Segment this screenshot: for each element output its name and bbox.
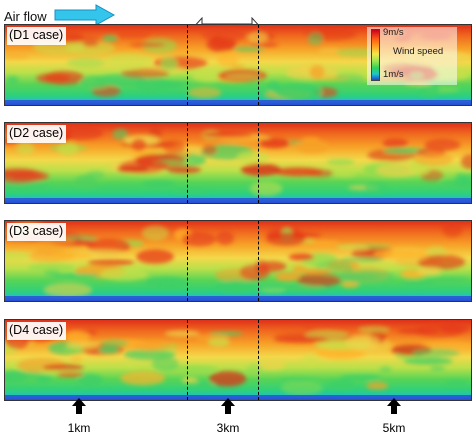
simulation-panel: (D3 case)	[4, 220, 472, 302]
nudging-boundary-line	[187, 25, 188, 105]
case-label: (D1 case)	[7, 27, 67, 45]
simulation-panel: (D1 case) 9m/s Wind speed 1m/s	[4, 24, 472, 106]
nudging-boundary-line	[258, 221, 259, 301]
nudging-boundary-line	[187, 123, 188, 203]
nudging-boundary-line	[187, 221, 188, 301]
colorbar	[371, 29, 380, 81]
up-arrow-icon	[72, 398, 86, 414]
nudging-boundary-line	[258, 320, 259, 400]
colorbar-legend: 9m/s Wind speed 1m/s	[367, 27, 457, 85]
simulation-panel: (D4 case)	[4, 319, 472, 401]
distance-marker: 1km	[59, 398, 99, 435]
wind-speed-field	[5, 320, 471, 400]
case-label: (D3 case)	[7, 223, 67, 241]
up-arrow-icon	[221, 398, 235, 414]
distance-label: 1km	[67, 421, 91, 435]
nudging-boundary-line	[187, 320, 188, 400]
case-label: (D4 case)	[7, 322, 67, 340]
wind-speed-field	[5, 221, 471, 301]
up-arrow-icon	[387, 398, 401, 414]
distance-label: 3km	[216, 421, 240, 435]
legend-title: Wind speed	[393, 46, 444, 57]
airflow-arrow-icon	[54, 4, 116, 26]
distance-marker: 3km	[208, 398, 248, 435]
nudging-boundary-line	[258, 123, 259, 203]
distance-label: 5km	[382, 421, 406, 435]
legend-max-label: 9m/s	[383, 27, 404, 38]
case-label: (D2 case)	[7, 125, 67, 143]
airflow-label: Air flow	[4, 9, 47, 24]
wind-speed-field	[5, 123, 471, 203]
nudging-boundary-line	[258, 25, 259, 105]
legend-min-label: 1m/s	[383, 69, 404, 80]
simulation-panel: (D2 case)	[4, 122, 472, 204]
distance-marker: 5km	[374, 398, 414, 435]
